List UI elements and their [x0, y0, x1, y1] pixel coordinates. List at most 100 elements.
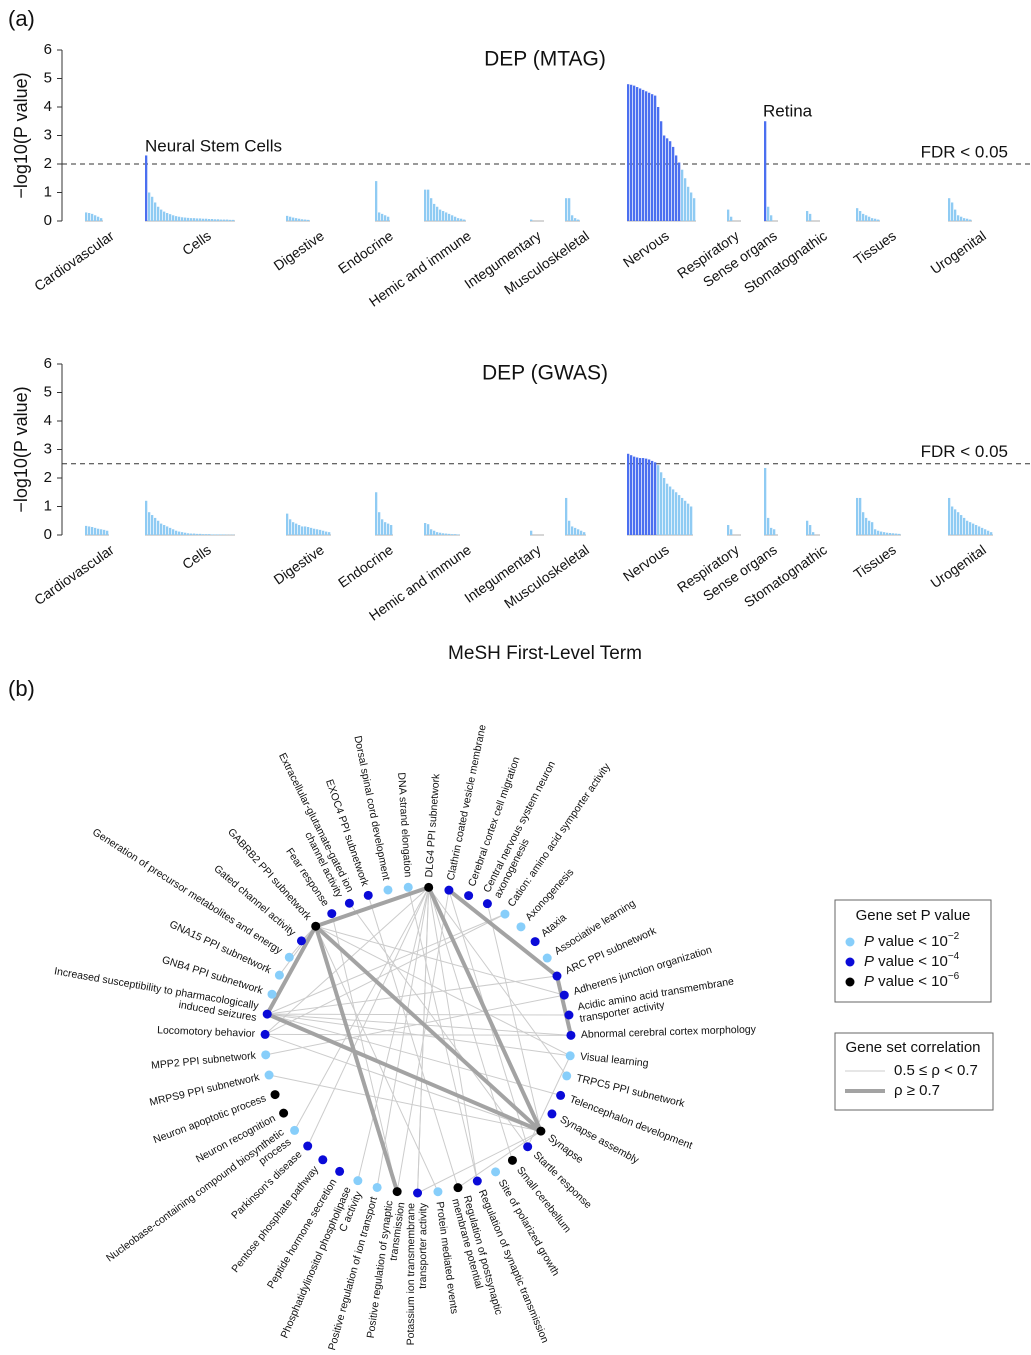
bar	[190, 533, 193, 535]
y-tick-label: 0	[44, 526, 52, 543]
edge	[357, 887, 430, 1181]
threshold-label: FDR < 0.05	[921, 142, 1008, 161]
node	[491, 1167, 501, 1177]
bar	[304, 526, 307, 535]
bar	[886, 532, 889, 535]
bar	[633, 85, 636, 221]
bar	[678, 495, 681, 535]
bar	[148, 512, 151, 535]
bar	[430, 529, 433, 535]
bar	[217, 534, 220, 535]
bar	[172, 215, 175, 221]
bar	[91, 527, 94, 535]
edge	[376, 887, 430, 1188]
bar	[895, 533, 898, 535]
bar	[304, 219, 307, 221]
bar	[681, 497, 684, 535]
x-tick-label: Cardiovascular	[31, 227, 117, 294]
legend-box	[834, 899, 992, 1003]
x-tick-label: Tissues	[851, 227, 899, 267]
bar	[295, 218, 298, 221]
bar	[193, 533, 196, 535]
bar	[97, 528, 100, 535]
bar	[289, 216, 292, 221]
bar	[301, 526, 304, 535]
bar	[211, 534, 214, 535]
bar	[678, 162, 681, 221]
bar	[211, 219, 214, 221]
x-tick-label: Nervous	[620, 227, 672, 270]
y-tick-label: 1	[44, 183, 52, 200]
bar	[666, 138, 669, 221]
bar	[565, 198, 568, 221]
bar	[106, 530, 109, 535]
bar	[669, 486, 672, 535]
bar	[184, 532, 187, 535]
bar	[439, 209, 442, 221]
node	[562, 1071, 572, 1081]
bar	[454, 534, 457, 535]
edge	[486, 903, 542, 1132]
bar	[957, 512, 960, 535]
node-label: Ataxia	[539, 911, 569, 939]
bar	[436, 532, 439, 535]
bar	[463, 219, 466, 221]
bar	[963, 218, 966, 221]
legend-text: value < 10	[874, 953, 948, 970]
bar	[730, 529, 733, 535]
bar	[806, 520, 809, 535]
node	[262, 1009, 272, 1019]
bar	[978, 526, 981, 535]
edge	[314, 924, 543, 1133]
bar	[378, 212, 381, 221]
node	[303, 1141, 313, 1151]
chart-title: DEP (GWAS)	[482, 362, 608, 385]
bar	[583, 532, 586, 535]
bar	[307, 219, 310, 221]
edge	[331, 913, 398, 1192]
node	[284, 952, 294, 962]
bar	[202, 534, 205, 535]
x-tick-label: Urogenital	[927, 227, 988, 277]
legend-label: ρ ≥ 0.7	[894, 1082, 940, 1099]
legend-marker	[845, 977, 855, 987]
node	[264, 1070, 274, 1080]
bar	[574, 527, 577, 535]
bar	[773, 529, 776, 535]
bar	[154, 517, 157, 535]
bar	[436, 206, 439, 221]
bar	[199, 218, 202, 221]
edge	[315, 925, 571, 1057]
bar	[217, 219, 220, 221]
x-tick-label: Cardiovascular	[31, 541, 117, 608]
bar	[316, 529, 319, 535]
bar	[690, 506, 693, 535]
node	[444, 885, 454, 895]
edge	[407, 887, 478, 1182]
node	[424, 882, 434, 892]
bar	[565, 497, 568, 535]
bar	[427, 189, 430, 221]
node-label: Increased susceptibility to pharmacologi…	[53, 965, 260, 1012]
bar	[684, 178, 687, 221]
bar	[384, 522, 387, 535]
bar	[85, 525, 88, 535]
bar	[381, 519, 384, 535]
bar	[990, 532, 993, 535]
bar	[100, 529, 103, 535]
legend-text: value < 10	[874, 933, 948, 950]
bar	[286, 513, 289, 535]
bar	[166, 213, 169, 221]
bar	[387, 216, 390, 221]
bar	[865, 517, 868, 535]
bar	[381, 213, 384, 221]
node	[270, 1090, 280, 1100]
edge	[265, 925, 318, 1016]
bar	[868, 520, 871, 535]
bar	[693, 198, 696, 221]
bar	[298, 525, 301, 535]
bar	[214, 219, 217, 221]
legend-sup: −4	[948, 951, 960, 962]
node	[566, 1030, 576, 1040]
